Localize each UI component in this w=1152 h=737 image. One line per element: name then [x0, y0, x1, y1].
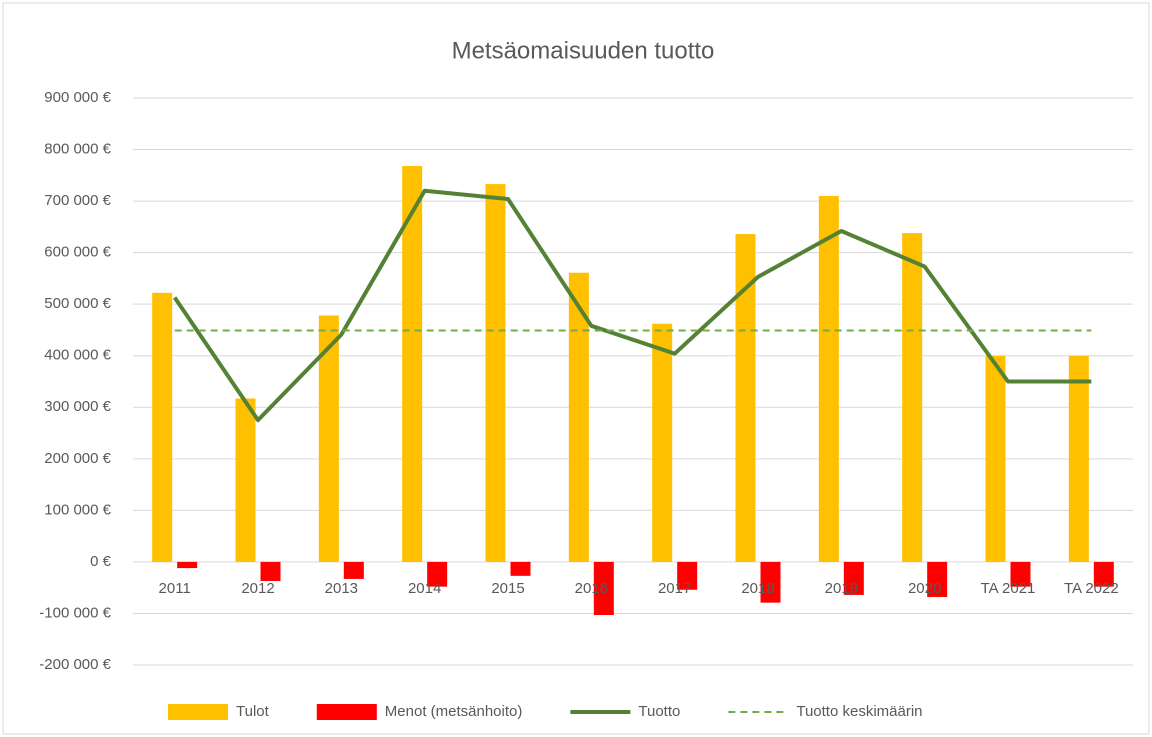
y-tick-label: 0 €	[90, 553, 112, 570]
bar	[510, 561, 531, 576]
bar	[593, 561, 614, 616]
y-tick-label: 600 000 €	[44, 244, 111, 261]
bar	[260, 561, 281, 581]
legend-label: Tuotto keskimäärin	[796, 703, 922, 720]
x-tick-label: 2017	[658, 580, 691, 597]
bar	[735, 234, 756, 562]
y-tick-label: 900 000 €	[44, 89, 111, 106]
y-tick-label: 200 000 €	[44, 450, 111, 467]
bar	[985, 355, 1006, 562]
legend-label: Tuotto	[638, 703, 680, 720]
bar	[1068, 355, 1089, 562]
x-tick-label: 2016	[575, 580, 608, 597]
bar	[1010, 561, 1031, 587]
bar	[652, 323, 673, 562]
y-tick-label: 100 000 €	[44, 501, 111, 518]
bar	[818, 195, 839, 562]
x-tick-label: 2012	[241, 580, 274, 597]
bar	[402, 166, 423, 562]
bar	[427, 561, 448, 587]
bar	[318, 315, 339, 562]
y-tick-label: 800 000 €	[44, 141, 111, 158]
legend-swatch	[316, 704, 377, 720]
x-tick-label: TA 2021	[981, 580, 1036, 597]
bar	[235, 398, 256, 562]
legend-label: Menot (metsänhoito)	[385, 703, 523, 720]
x-tick-label: 2013	[325, 580, 358, 597]
y-tick-label: 700 000 €	[44, 192, 111, 209]
legend-label: Tulot	[236, 703, 270, 720]
x-tick-label: TA 2022	[1064, 580, 1119, 597]
bar	[343, 561, 364, 579]
bar	[760, 561, 781, 603]
y-tick-label: 300 000 €	[44, 398, 111, 415]
x-tick-label: 2018	[741, 580, 774, 597]
bar	[177, 561, 198, 569]
bar	[843, 561, 864, 595]
bar	[1093, 561, 1114, 587]
bar	[568, 272, 589, 562]
legend-swatch	[168, 704, 228, 720]
chart-title: Metsäomaisuuden tuotto	[452, 37, 715, 64]
x-tick-label: 2011	[159, 580, 191, 597]
line	[173, 188, 1092, 423]
bar	[902, 233, 923, 562]
y-tick-label: -200 000 €	[39, 656, 111, 673]
bar	[485, 184, 506, 562]
x-tick-label: 2015	[491, 580, 524, 597]
bar	[152, 292, 173, 562]
y-tick-label: 500 000 €	[44, 295, 111, 312]
bar	[927, 561, 948, 597]
bar	[677, 561, 698, 590]
y-tick-label: 400 000 €	[44, 347, 111, 364]
x-tick-label: 2014	[408, 580, 441, 597]
y-tick-label: -100 000 €	[39, 604, 111, 621]
x-tick-label: 2020	[908, 580, 941, 597]
x-tick-label: 2019	[825, 580, 858, 597]
